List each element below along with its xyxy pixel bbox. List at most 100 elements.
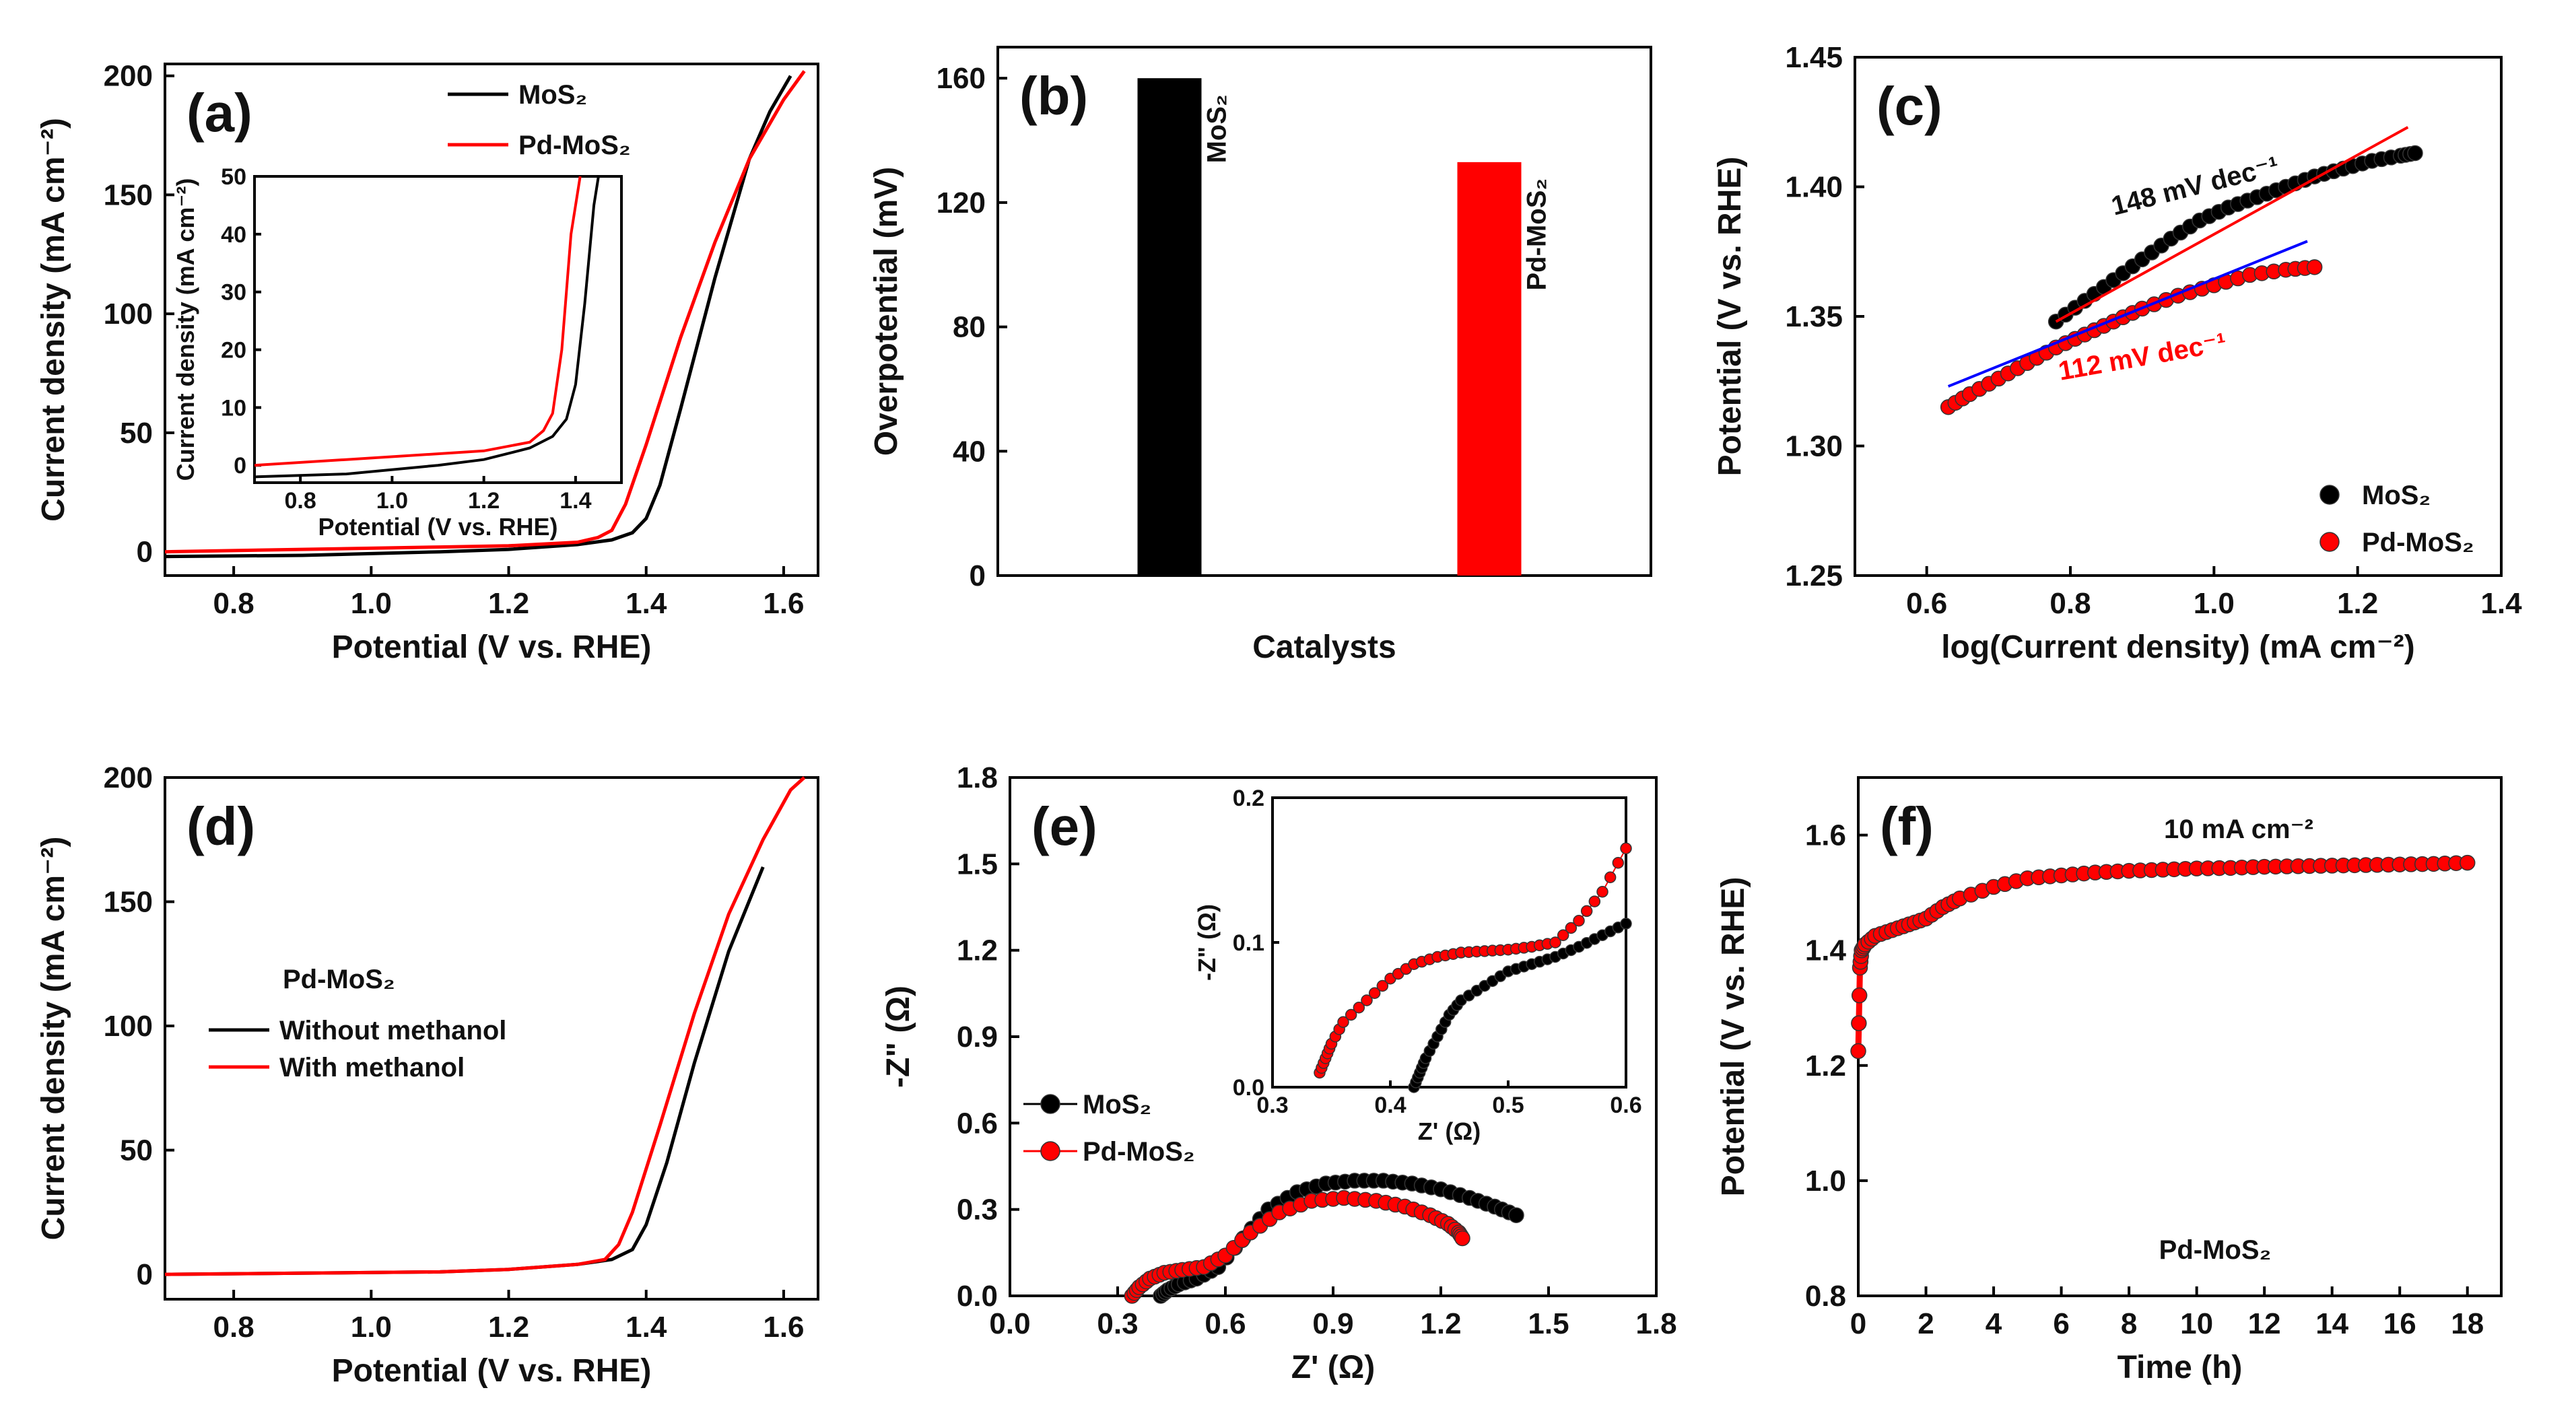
data-point (2306, 259, 2323, 275)
data-point (1580, 905, 1593, 918)
x-tick-label-4: 1.6 (763, 587, 804, 620)
data-point (1604, 871, 1617, 883)
legend-swatch-1 (1040, 1141, 1060, 1161)
x-axis-label: Potential (V vs. RHE) (332, 1353, 652, 1389)
data-point (1337, 1016, 1349, 1028)
panel-label: (b) (1019, 66, 1088, 126)
fit-line (1947, 240, 2308, 388)
y-tick-label-0: 0.0 (957, 1280, 998, 1313)
series-line (164, 75, 792, 559)
x-tick-label-1: 0.8 (2049, 587, 2091, 620)
x-tick-label-8: 16 (2383, 1307, 2416, 1340)
legend-label-1: Pd-MoS₂ (1083, 1137, 1195, 1167)
data-point (1620, 918, 1632, 930)
x-axis-label: Time (h) (2117, 1350, 2243, 1385)
data-point (1454, 1230, 1470, 1247)
x-tick-label-2: 1.2 (488, 587, 529, 620)
x-axis-label: Catalysts (1252, 629, 1396, 665)
x-tick-label-0: 0.8 (213, 587, 255, 620)
x-tick-label-4: 1.4 (2480, 587, 2522, 620)
legend-swatch-0 (2319, 485, 2340, 505)
y-tick-label-4: 160 (937, 62, 986, 95)
y-tick-label-2: 80 (953, 311, 986, 344)
y-axis-label: Current density (mA cm⁻²) (36, 118, 71, 522)
y-tick-label-1: 40 (953, 435, 986, 468)
y-axis-label: Overpotential (mV) (869, 167, 904, 456)
y-tick-label-1: 0.1 (1233, 930, 1264, 956)
y-axis-label: -Z" (Ω) (881, 986, 916, 1088)
data-point (1565, 922, 1578, 934)
y-tick-label-1: 0.3 (957, 1194, 998, 1227)
panel-label: (e) (1031, 796, 1097, 856)
y-tick-label-5: 1.5 (957, 848, 998, 881)
x-tick-label-4: 8 (2121, 1307, 2137, 1340)
plot-frame (253, 175, 623, 484)
y-tick-label-4: 40 (221, 222, 246, 248)
x-tick-label-2: 1.0 (2194, 587, 2235, 620)
legend-label-1: Pd-MoS₂ (2362, 528, 2474, 557)
bar-label-1: Pd-MoS₂ (1522, 178, 1552, 291)
panel-label: (f) (1880, 796, 1934, 856)
y-axis-label: Potential (V vs. RHE) (1716, 877, 1751, 1197)
x-tick-label-1: 0.3 (1097, 1307, 1138, 1340)
x-tick-label-3: 0.9 (1312, 1307, 1353, 1340)
x-axis-label: Potential (V vs. RHE) (318, 513, 557, 541)
panel-d: 0.8 1.0 1.2 1.4 1.6 0 50 100 150 200 Potential (V … (36, 761, 819, 1389)
y-tick-label-0: 0.0 (1233, 1075, 1264, 1101)
x-tick-label-0: 0 (1850, 1307, 1866, 1340)
series-line (254, 176, 600, 479)
panel-f: 0 2 4 6 8 10 12 14 16 18 0.8 1.0 1.2 1.4 1.6 Time (h) Po… (1716, 776, 2503, 1385)
annotation-sample: Pd-MoS₂ (2159, 1235, 2272, 1265)
x-tick-label-0: 0.3 (1256, 1093, 1288, 1118)
y-axis-label: Current density (mA cm⁻²) (36, 837, 71, 1241)
x-tick-label-9: 18 (2451, 1307, 2484, 1340)
y-tick-label-3: 0.9 (957, 1021, 998, 1054)
x-tick-label-1: 1.0 (376, 488, 408, 514)
x-tick-label-5: 1.5 (1528, 1307, 1569, 1340)
x-tick-label-2: 1.2 (488, 1311, 529, 1344)
y-tick-label-2: 0.6 (957, 1107, 998, 1140)
panel-a-inset: 0.8 1.0 1.2 1.4 0 10 20 30 40 50 Potential (V vs. … (172, 164, 623, 541)
x-tick-label-3: 6 (2053, 1307, 2069, 1340)
legend-swatch-1 (2319, 532, 2340, 552)
x-tick-label-1: 1.0 (351, 1311, 392, 1344)
y-tick-label-2: 100 (104, 298, 153, 331)
plot-frame (164, 776, 819, 1301)
x-tick-label-2: 0.5 (1492, 1093, 1524, 1118)
data-point (2459, 854, 2476, 871)
data-point (1345, 1008, 1357, 1021)
x-tick-label-0: 0.8 (213, 1311, 255, 1344)
legend-label-0: MoS₂ (518, 80, 587, 110)
y-tick-label-1: 50 (120, 417, 153, 450)
y-axis-label: -Z" (Ω) (1193, 904, 1221, 981)
data-point (1361, 994, 1373, 1006)
data-point (1612, 857, 1625, 869)
x-tick-label-3: 1.2 (2337, 587, 2378, 620)
legend-swatch-0 (1040, 1094, 1060, 1114)
y-axis-label: Current density (mA cm⁻²) (172, 178, 199, 481)
bar-1 (1457, 162, 1522, 576)
panel-label: (a) (187, 83, 252, 143)
y-tick-label-2: 1.2 (1805, 1049, 1846, 1082)
data-point (1376, 979, 1389, 992)
panel-label: (d) (187, 796, 255, 856)
y-tick-label-4: 1.45 (1785, 41, 1843, 74)
y-tick-label-1: 10 (221, 395, 246, 421)
inset-bg (255, 176, 621, 483)
x-tick-label-2: 4 (1986, 1307, 2002, 1340)
x-tick-label-4: 1.2 (1420, 1307, 1461, 1340)
x-tick-label-3: 1.4 (625, 1311, 667, 1344)
y-tick-label-2: 100 (104, 1010, 153, 1043)
panel-b: 0 40 80 120 160 Catalysts Overpotential (mV) (b… (869, 46, 1652, 665)
annotation-current: 10 mA cm⁻² (2164, 815, 2313, 844)
data-point (1851, 987, 1868, 1004)
plot-frame (164, 63, 819, 577)
fit-line (2055, 126, 2409, 323)
y-tick-label-1: 50 (120, 1134, 153, 1167)
x-tick-label-5: 10 (2180, 1307, 2213, 1340)
x-tick-label-2: 0.6 (1205, 1307, 1246, 1340)
y-tick-label-3: 1.40 (1785, 171, 1843, 204)
y-tick-label-3: 150 (104, 886, 153, 919)
data-point (1549, 936, 1561, 948)
y-tick-label-4: 1.6 (1805, 819, 1846, 852)
